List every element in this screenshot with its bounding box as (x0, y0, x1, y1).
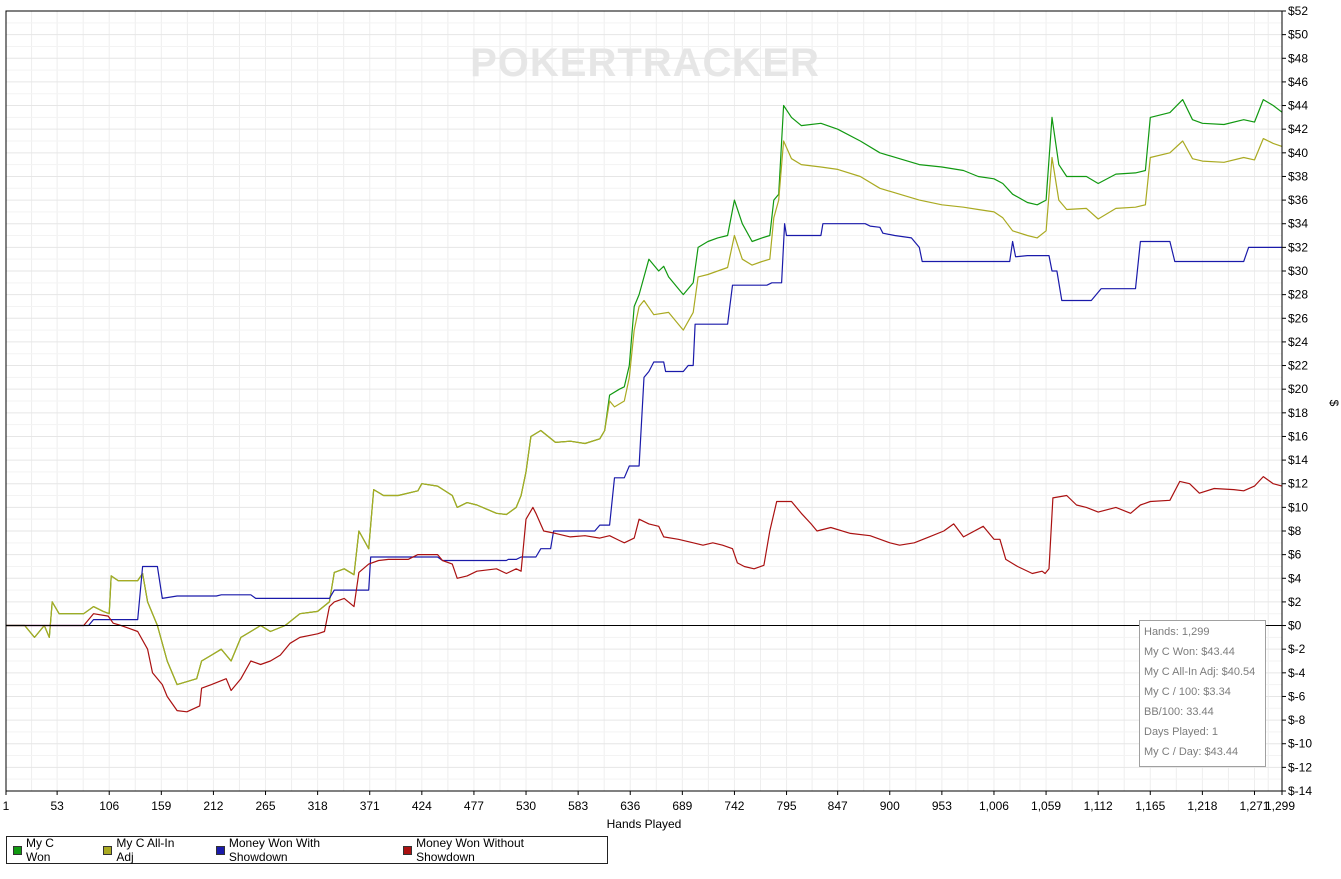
watermark-logo: POKERTRACKER (470, 41, 820, 85)
series-layer (6, 98, 1283, 713)
stats-per-day: My C / Day: $43.44 (1144, 746, 1239, 758)
legend-item-without-showdown[interactable]: Money Won Without Showdown (403, 836, 585, 864)
y-tick-label: $-14 (1288, 784, 1312, 798)
legend-item-my-c-won[interactable]: My C Won (13, 836, 81, 864)
stats-bb-100: BB/100: 33.44 (1144, 706, 1214, 718)
y-tick-label: $14 (1288, 453, 1308, 467)
legend-swatch-all-in-adj (103, 845, 113, 855)
plot-frame (5, 10, 1283, 792)
y-tick-label: $42 (1288, 122, 1308, 136)
x-tick-label: 1,165 (1135, 799, 1165, 813)
x-tick-label: 847 (828, 799, 848, 813)
y-tick-label: $0 (1288, 619, 1302, 633)
x-tick-label: 953 (932, 799, 952, 813)
x-tick-label: 1,271 (1239, 799, 1269, 813)
y-tick-label: $-12 (1288, 760, 1312, 774)
x-tick-label: 106 (99, 799, 119, 813)
x-tick-label: 1,059 (1031, 799, 1061, 813)
x-tick-label: 265 (256, 799, 276, 813)
x-tick-label: 1,006 (979, 799, 1009, 813)
grid-lines (5, 10, 1282, 792)
x-tick-label: 583 (568, 799, 588, 813)
x-tick-label: 424 (412, 799, 432, 813)
x-tick-label: 742 (724, 799, 744, 813)
y-tick-label: $36 (1288, 193, 1308, 207)
y-tick-label: $-8 (1288, 713, 1306, 727)
y-tick-label: $2 (1288, 595, 1302, 609)
y-tick-label: $18 (1288, 406, 1308, 420)
y-tick-label: $22 (1288, 359, 1308, 373)
y-tick-label: $10 (1288, 500, 1308, 514)
x-tick-label: 795 (777, 799, 797, 813)
y-tick-label: $46 (1288, 75, 1308, 89)
x-tick-label: 477 (464, 799, 484, 813)
x-tick-label: 689 (672, 799, 692, 813)
legend-item-all-in-adj[interactable]: My C All-In Adj (103, 836, 194, 864)
stats-summary-box: Hands: 1,299 My C Won: $43.44 My C All-I… (1139, 620, 1266, 767)
x-axis-ticks: 1 53 106 159 212 265 318 371 424 477 530 583 636 689 7… (3, 791, 1295, 813)
y-tick-label: $28 (1288, 288, 1308, 302)
stats-hands: Hands: 1,299 (1144, 626, 1210, 638)
x-tick-label: 371 (360, 799, 380, 813)
x-tick-label: 1,218 (1187, 799, 1217, 813)
y-tick-label: $-10 (1288, 737, 1312, 751)
x-tick-label: 530 (516, 799, 536, 813)
x-tick-label: 1 (3, 799, 10, 813)
y-tick-label: $16 (1288, 429, 1308, 443)
y-tick-label: $4 (1288, 571, 1302, 585)
x-axis-title: Hands Played (607, 817, 682, 831)
y-tick-label: $26 (1288, 311, 1308, 325)
y-tick-label: $20 (1288, 382, 1308, 396)
y-tick-label: $24 (1288, 335, 1308, 349)
legend-label: My C Won (25, 836, 54, 864)
y-tick-label: $-6 (1288, 689, 1306, 703)
stats-days-played: Days Played: 1 (1144, 726, 1218, 738)
x-tick-label: 53 (50, 799, 64, 813)
y-tick-label: $-4 (1288, 666, 1306, 680)
x-tick-label: 1,299 (1265, 799, 1295, 813)
legend-swatch-my-c-won (13, 845, 22, 855)
y-tick-label: $48 (1288, 51, 1308, 65)
y-tick-label: $6 (1288, 548, 1302, 562)
x-tick-label: 212 (203, 799, 223, 813)
legend-label: My C All-In Adj (116, 836, 175, 864)
y-axis-ticks: $52 $50 $48 $46 $44 $42 $40 $38 $36 $34 $32 $30 $28 $… (1282, 4, 1312, 798)
y-tick-label: $12 (1288, 477, 1308, 491)
y-tick-label: $30 (1288, 264, 1308, 278)
x-tick-label: 318 (308, 799, 328, 813)
x-tick-label: 159 (151, 799, 171, 813)
x-tick-label: 1,112 (1084, 799, 1113, 813)
y-tick-label: $52 (1288, 4, 1308, 18)
series-line-1 (6, 138, 1283, 686)
y-tick-label: $-2 (1288, 642, 1306, 656)
stats-all-in-adj: My C All-In Adj: $40.54 (1144, 666, 1256, 678)
y-tick-label: $8 (1288, 524, 1302, 538)
series-line-0 (6, 98, 1283, 686)
series-line-3 (6, 476, 1283, 713)
legend-item-with-showdown[interactable]: Money Won With Showdown (215, 836, 381, 864)
legend-label: Money Won Without Showdown (416, 836, 524, 864)
legend-label: Money Won With Showdown (228, 836, 321, 864)
x-tick-label: 636 (620, 799, 640, 813)
y-axis-title: $ (1327, 400, 1341, 407)
stats-per-100: My C / 100: $3.34 (1144, 686, 1231, 698)
y-tick-label: $32 (1288, 240, 1308, 254)
y-tick-label: $44 (1288, 99, 1308, 113)
chart-legend: My C Won My C All-In Adj Money Won With … (6, 836, 608, 864)
legend-swatch-with-showdown (215, 845, 225, 855)
y-tick-label: $34 (1288, 217, 1308, 231)
stats-my-c-won: My C Won: $43.44 (1144, 646, 1235, 658)
series-line-2 (6, 223, 1282, 627)
y-tick-label: $40 (1288, 146, 1308, 160)
x-tick-label: 900 (880, 799, 900, 813)
y-tick-label: $38 (1288, 169, 1308, 183)
y-tick-label: $50 (1288, 28, 1308, 42)
legend-swatch-without-showdown (403, 845, 413, 855)
